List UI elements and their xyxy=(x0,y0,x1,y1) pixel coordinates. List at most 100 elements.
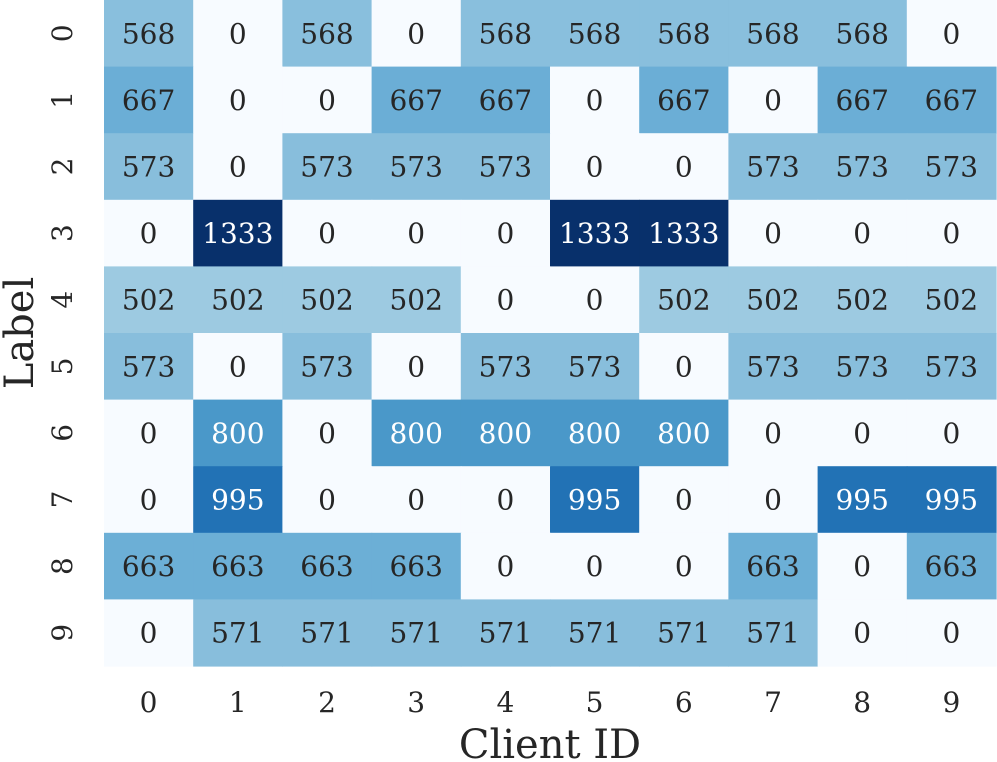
heatmap-cell xyxy=(639,399,729,467)
cell-value-label: 663 xyxy=(300,550,353,583)
cell-value-label: 0 xyxy=(675,550,693,583)
cell-value-label: 0 xyxy=(140,484,158,517)
cell-value-label: 0 xyxy=(853,617,871,650)
heatmap-cell xyxy=(193,199,283,267)
heatmap-cell xyxy=(906,399,997,467)
heatmap-cell xyxy=(728,466,819,534)
heatmap-cell xyxy=(728,599,819,667)
heatmap-cell xyxy=(639,599,729,667)
cell-value-label: 571 xyxy=(479,617,532,650)
heatmap-cell xyxy=(550,333,640,401)
cell-value-label: 995 xyxy=(835,484,888,517)
heatmap-cell xyxy=(282,333,373,401)
cell-value-label: 573 xyxy=(122,350,175,383)
cell-value-label: 0 xyxy=(675,151,693,184)
cell-value-label: 571 xyxy=(657,617,710,650)
cell-value-label: 800 xyxy=(211,417,264,450)
cell-value-label: 0 xyxy=(229,84,247,117)
heatmap-cell xyxy=(371,199,462,267)
cell-value-label: 0 xyxy=(942,17,960,50)
cell-value-label: 800 xyxy=(568,417,621,450)
cell-value-label: 571 xyxy=(389,617,442,650)
heatmap-cell xyxy=(460,266,551,334)
heatmap-cell xyxy=(460,599,551,667)
heatmap-cell xyxy=(550,399,640,467)
heatmap-cell xyxy=(104,333,194,401)
cell-value-label: 573 xyxy=(746,350,799,383)
cell-value-label: 502 xyxy=(211,284,264,317)
heatmap-cell xyxy=(371,66,462,134)
cell-value-label: 573 xyxy=(925,350,978,383)
cell-value-label: 568 xyxy=(300,17,353,50)
cell-value-label: 663 xyxy=(122,550,175,583)
cell-value-label: 568 xyxy=(746,17,799,50)
cell-value-label: 667 xyxy=(657,84,710,117)
cell-value-label: 573 xyxy=(835,350,888,383)
heatmap-cell xyxy=(906,532,997,600)
heatmap-cell xyxy=(639,466,729,534)
cell-value-label: 663 xyxy=(389,550,442,583)
heatmap-cell xyxy=(371,599,462,667)
x-tick-label: 4 xyxy=(496,686,514,719)
heatmap-cell xyxy=(460,466,551,534)
y-tick-label: 1 xyxy=(46,91,79,109)
heatmap-cell xyxy=(104,66,194,134)
cell-value-label: 0 xyxy=(764,84,782,117)
heatmap-cell xyxy=(460,399,551,467)
cell-value-label: 571 xyxy=(746,617,799,650)
y-tick-label: 9 xyxy=(46,624,79,642)
cell-value-label: 0 xyxy=(407,217,425,250)
heatmap-cell xyxy=(550,199,640,267)
cell-value-label: 667 xyxy=(479,84,532,117)
heatmap-cell xyxy=(282,466,373,534)
heatmap-cell xyxy=(282,266,373,334)
cell-value-label: 573 xyxy=(568,350,621,383)
cell-value-label: 0 xyxy=(496,484,514,517)
cell-value-label: 0 xyxy=(407,350,425,383)
cell-value-label: 573 xyxy=(300,350,353,383)
cell-value-label: 0 xyxy=(318,217,336,250)
heatmap-cell xyxy=(193,532,283,600)
cell-value-label: 0 xyxy=(586,550,604,583)
heatmap-cells xyxy=(104,0,997,667)
y-tick-label: 6 xyxy=(46,424,79,442)
y-tick-label: 5 xyxy=(46,357,79,375)
heatmap-cell xyxy=(728,266,819,334)
heatmap-cell xyxy=(639,66,729,134)
heatmap-cell xyxy=(639,199,729,267)
heatmap-cell xyxy=(817,333,908,401)
cell-value-label: 663 xyxy=(746,550,799,583)
x-tick-labels: 0 1 2 3 4 5 6 7 8 9 xyxy=(140,686,961,719)
x-tick-label: 1 xyxy=(229,686,247,719)
cell-value-label: 0 xyxy=(764,484,782,517)
heatmap-cell xyxy=(104,266,194,334)
heatmap-cell xyxy=(193,399,283,467)
heatmap-cell xyxy=(282,66,373,134)
cell-value-label: 1333 xyxy=(202,217,273,250)
cell-value-label: 571 xyxy=(211,617,264,650)
heatmap-cell xyxy=(639,266,729,334)
heatmap-cell xyxy=(817,133,908,201)
cell-value-label: 573 xyxy=(925,151,978,184)
cell-value-label: 800 xyxy=(657,417,710,450)
cell-value-label: 0 xyxy=(675,484,693,517)
heatmap-cell xyxy=(371,0,462,68)
cell-value-label: 0 xyxy=(586,84,604,117)
heatmap-cell xyxy=(193,133,283,201)
y-tick-label: 2 xyxy=(46,158,79,176)
y-tick-label: 0 xyxy=(46,24,79,42)
heatmap-cell xyxy=(817,466,908,534)
heatmap-cell xyxy=(193,599,283,667)
x-axis-label: Client ID xyxy=(459,722,641,762)
heatmap-cell xyxy=(906,133,997,201)
cell-value-label: 571 xyxy=(300,617,353,650)
cell-value-label: 0 xyxy=(229,17,247,50)
cell-value-label: 0 xyxy=(942,417,960,450)
heatmap-cell xyxy=(282,133,373,201)
heatmap-cell xyxy=(817,199,908,267)
y-tick-label: 4 xyxy=(46,291,79,309)
cell-value-label: 0 xyxy=(586,284,604,317)
heatmap-cell xyxy=(550,266,640,334)
cell-value-label: 502 xyxy=(389,284,442,317)
